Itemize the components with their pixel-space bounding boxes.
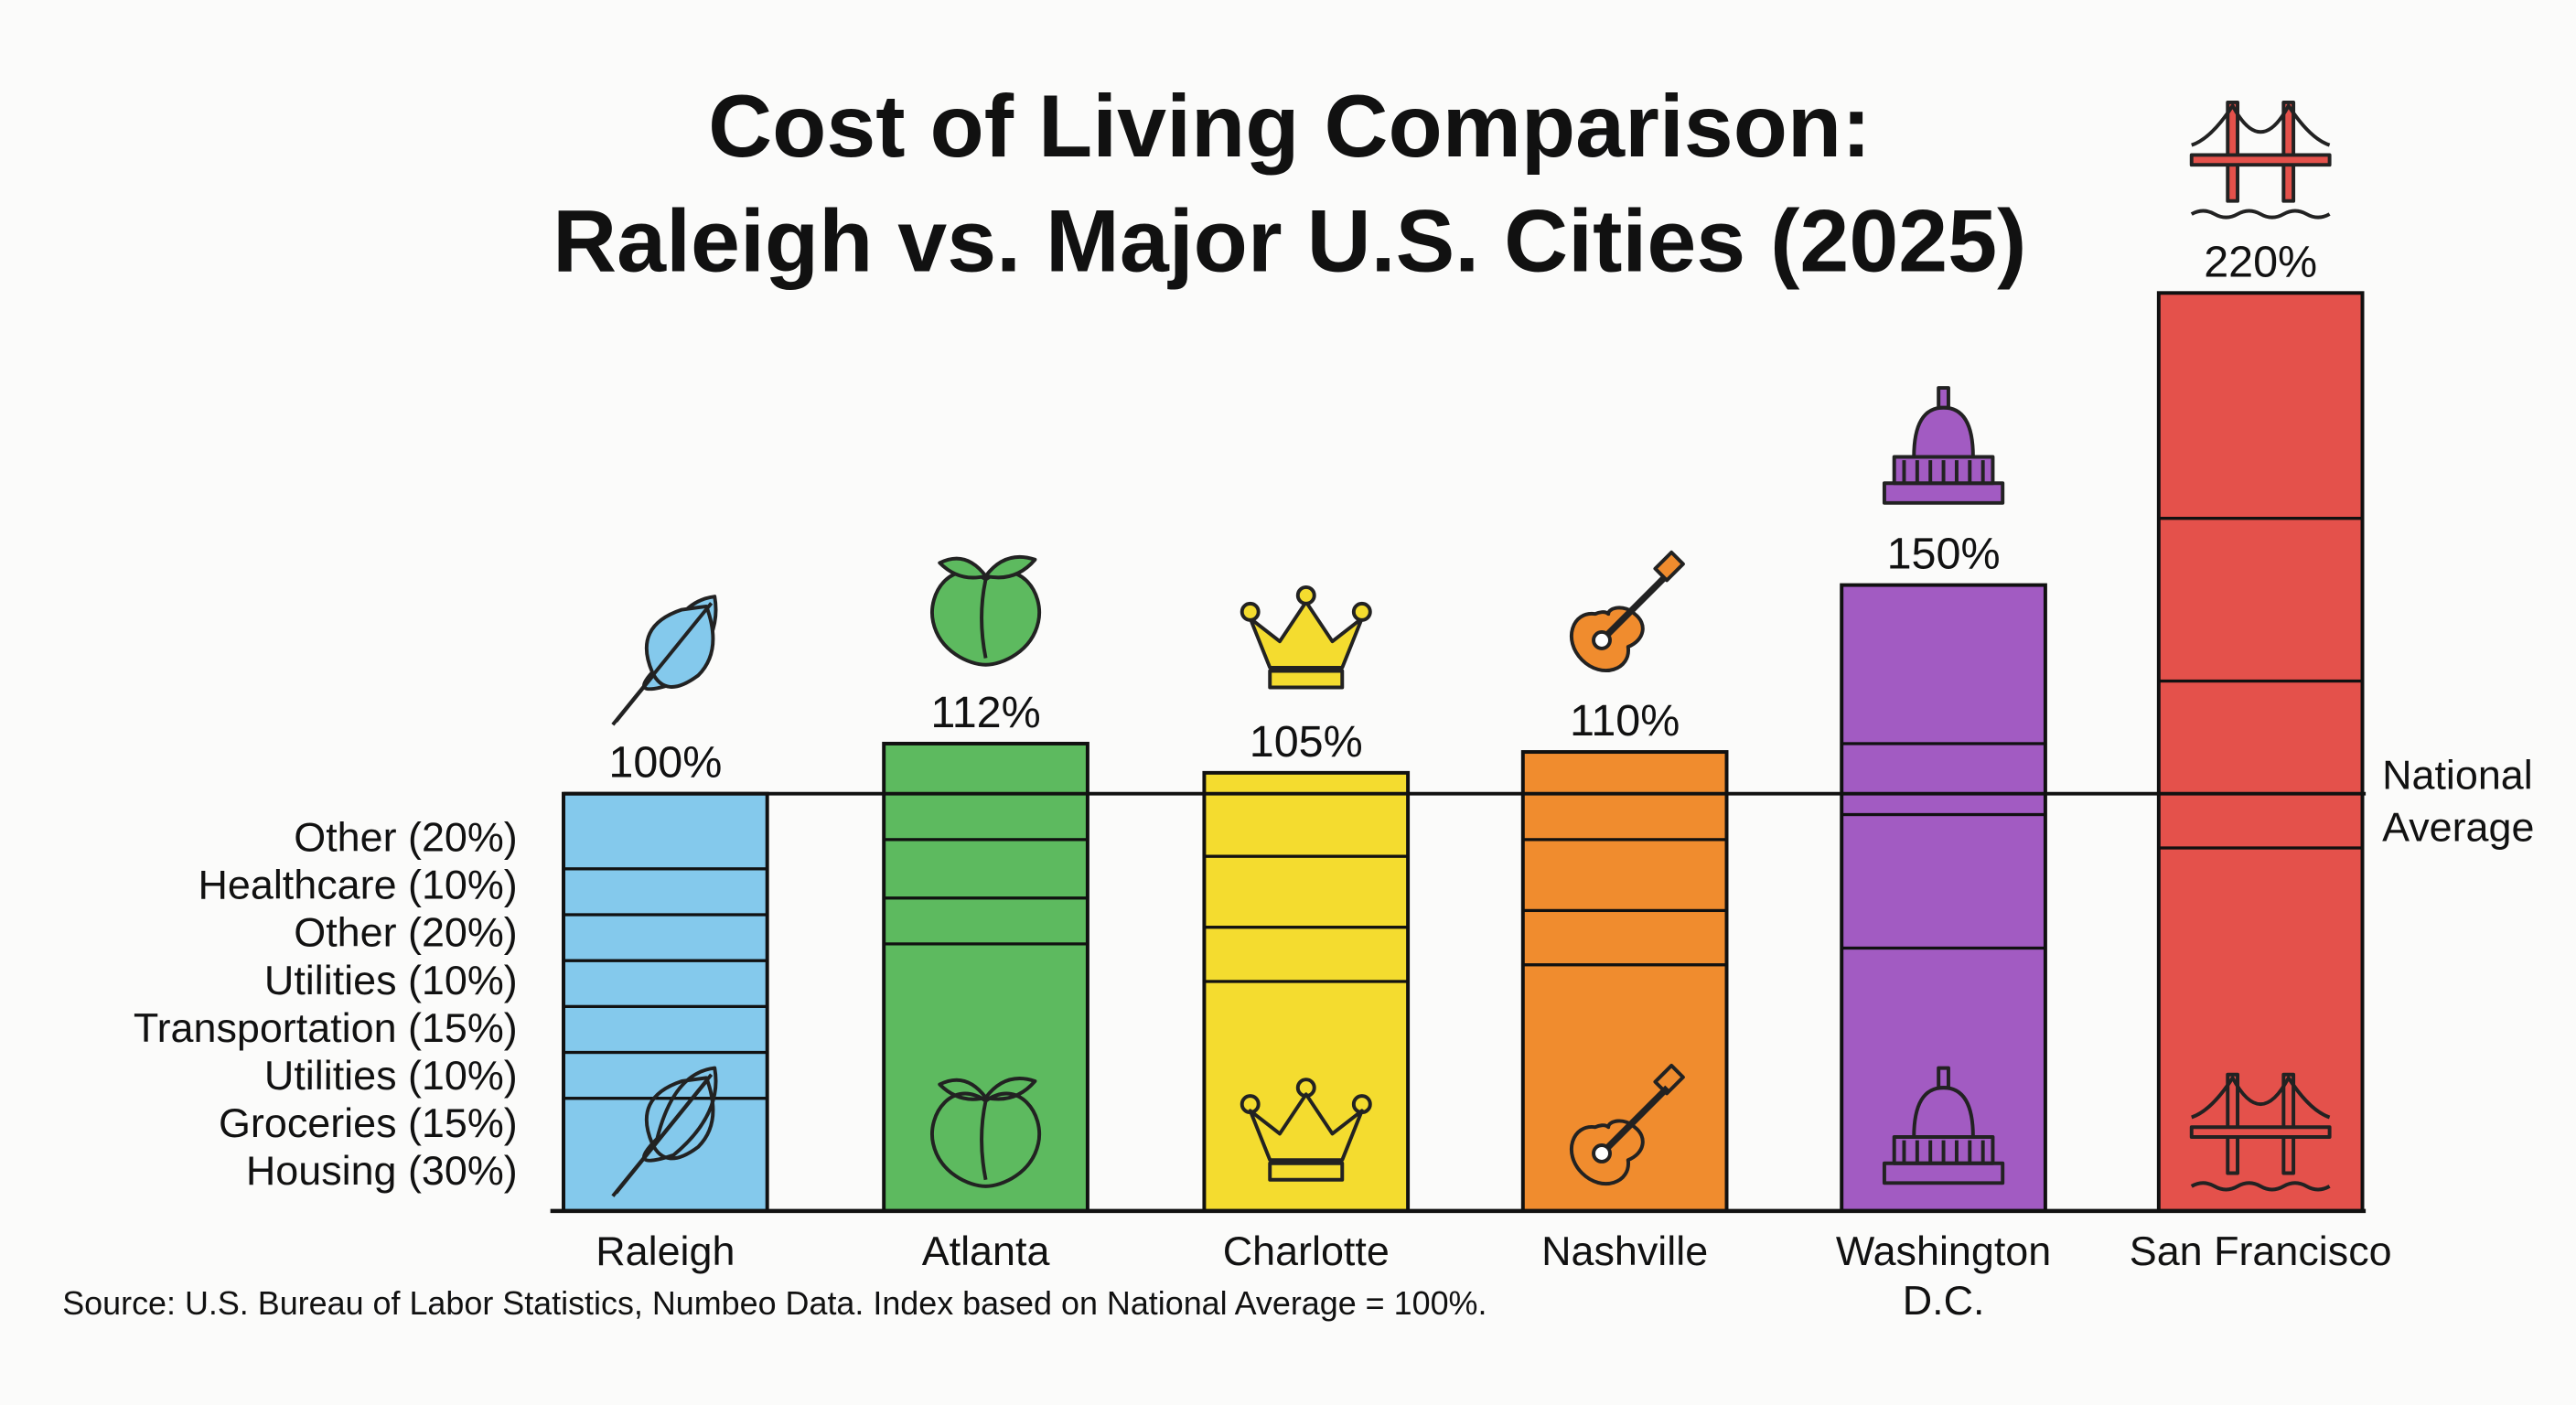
bar-segment xyxy=(562,1004,769,1055)
component-labels: Other (20%)Healthcare (10%)Other (20%)Ut… xyxy=(134,814,518,1195)
bar-segment xyxy=(1840,583,2047,745)
capitol-building-icon xyxy=(1882,386,2005,505)
chart-title-line-1: Cost of Living Comparison: xyxy=(708,76,1871,176)
bar-segment xyxy=(882,942,1089,1213)
oak-leaf-outline-icon xyxy=(611,1066,718,1197)
component-label: Other (20%) xyxy=(294,909,517,956)
crown-icon xyxy=(1240,585,1372,690)
bar-segment xyxy=(882,896,1089,946)
bar-segment xyxy=(1840,812,2047,950)
value-label: 112% xyxy=(930,688,1040,737)
golden-gate-bridge-outline-icon xyxy=(2189,1072,2332,1192)
bar-group-atlanta: 112% Atlanta xyxy=(882,554,1089,1274)
bar-segment xyxy=(2157,679,2365,850)
category-label: San Francisco xyxy=(2130,1228,2392,1274)
bar-segment xyxy=(562,792,769,871)
value-label: 150% xyxy=(1887,530,2001,579)
category-label: Washington xyxy=(1836,1228,2051,1274)
bars: 100% Raleigh 112% Atlanta 105% Charlotte 110% N… xyxy=(562,100,2392,1324)
bar-segment xyxy=(562,913,769,962)
bar-segment xyxy=(1521,750,1729,842)
peach-icon xyxy=(930,554,1042,667)
bar-segment xyxy=(1521,908,1729,967)
bar-segment xyxy=(1840,946,2047,1213)
value-label: 220% xyxy=(2204,237,2317,286)
category-label: D.C. xyxy=(1903,1277,1985,1324)
category-label: Raleigh xyxy=(596,1228,735,1274)
component-label: Healthcare (10%) xyxy=(199,862,518,908)
oak-leaf-icon xyxy=(611,595,718,726)
component-label: Other (20%) xyxy=(294,814,517,861)
chart-title-line-2: Raleigh vs. Major U.S. Cities (2025) xyxy=(553,191,2026,291)
bar-segment xyxy=(2157,291,2365,520)
bar-group-san-francisco: 220% San Francisco xyxy=(2130,100,2392,1274)
category-label: Nashville xyxy=(1541,1228,1708,1274)
bar-segment xyxy=(2157,846,2365,1213)
bar-segment xyxy=(882,838,1089,900)
bar-segment xyxy=(2157,516,2365,683)
crown-outline-icon xyxy=(1240,1078,1372,1182)
component-label: Utilities (10%) xyxy=(264,957,518,1003)
category-label: Charlotte xyxy=(1223,1228,1390,1274)
bar-group-charlotte: 105% Charlotte xyxy=(1202,585,1411,1274)
bar-segment xyxy=(1202,854,1410,929)
category-label: Atlanta xyxy=(922,1228,1050,1274)
component-label: Housing (30%) xyxy=(246,1147,518,1194)
guitar-outline-icon xyxy=(1570,1063,1685,1185)
bar-segment xyxy=(562,1050,769,1100)
capitol-building-outline-icon xyxy=(1882,1066,2005,1185)
bar-segment xyxy=(562,959,769,1008)
value-label: 100% xyxy=(608,738,722,788)
component-label: Transportation (15%) xyxy=(134,1004,518,1051)
bar-segment xyxy=(882,742,1089,842)
bar-segment xyxy=(1202,926,1410,983)
bar-segment xyxy=(1840,742,2047,817)
national-average: National Average xyxy=(564,751,2534,851)
bar-group-nashville: 110% Nashville xyxy=(1520,550,1729,1274)
component-label: Utilities (10%) xyxy=(264,1052,518,1099)
value-label: 105% xyxy=(1250,717,1363,767)
golden-gate-bridge-icon xyxy=(2189,100,2332,220)
component-label: Groceries (15%) xyxy=(219,1099,518,1146)
bar-group-raleigh: 100% Raleigh xyxy=(562,595,769,1274)
national-average-label: Average xyxy=(2382,804,2534,851)
value-label: 110% xyxy=(1570,696,1680,745)
bar-segment xyxy=(1521,838,1729,913)
bar-segment xyxy=(562,867,769,917)
source-note: Source: U.S. Bureau of Labor Statistics,… xyxy=(62,1284,1487,1322)
guitar-icon xyxy=(1570,550,1685,672)
peach-outline-icon xyxy=(930,1077,1042,1188)
national-average-label: National xyxy=(2382,751,2533,798)
bar-segment xyxy=(1202,771,1410,858)
